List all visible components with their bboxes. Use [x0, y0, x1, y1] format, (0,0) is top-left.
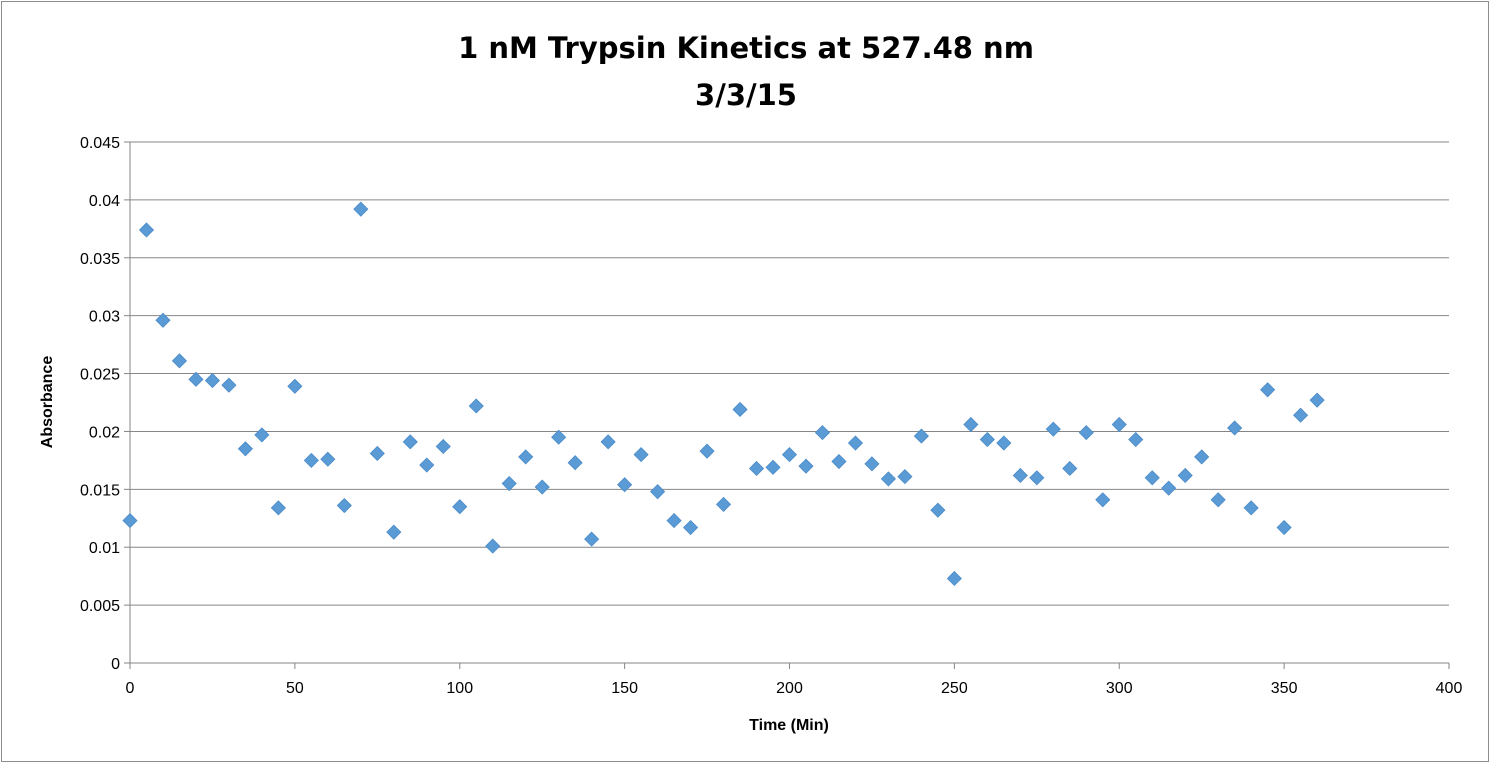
- data-point: [715, 496, 732, 512]
- data-point: [1161, 480, 1177, 496]
- chart-title: 1 nM Trypsin Kinetics at 527.48 nm: [458, 31, 1034, 65]
- data-point: [699, 443, 715, 459]
- data-point: [814, 425, 831, 441]
- chart-subtitle: 3/3/15: [695, 78, 797, 112]
- y-axis-label: Absorbance: [39, 356, 56, 449]
- data-point: [320, 451, 336, 467]
- data-point: [551, 429, 567, 445]
- data-point: [518, 449, 534, 465]
- data-point: [600, 434, 616, 450]
- data-point: [913, 428, 929, 444]
- data-point: [1144, 470, 1160, 486]
- x-tick-label: 200: [776, 680, 803, 697]
- data-point: [171, 353, 188, 369]
- data-point: [303, 452, 319, 468]
- data-point: [485, 538, 501, 554]
- data-point: [1012, 467, 1028, 484]
- x-tick-label: 150: [611, 680, 638, 697]
- data-point: [1309, 392, 1325, 408]
- x-tick-label: 250: [941, 680, 968, 697]
- data-point: [831, 453, 847, 470]
- data-point: [666, 513, 682, 529]
- data-point: [155, 312, 171, 328]
- data-point: [963, 416, 979, 433]
- data-point: [435, 438, 451, 455]
- y-tick-label: 0.025: [80, 367, 120, 384]
- data-point: [1078, 425, 1094, 441]
- data-point: [1045, 421, 1061, 437]
- data-point: [138, 222, 155, 238]
- x-tick-label: 300: [1106, 680, 1133, 697]
- data-point: [930, 502, 946, 518]
- data-point: [650, 484, 666, 500]
- data-point: [847, 435, 864, 451]
- data-point: [765, 459, 781, 475]
- data-point: [452, 499, 468, 515]
- data-point: [1111, 416, 1127, 433]
- y-tick-label: 0.02: [89, 424, 120, 441]
- data-point: [270, 500, 286, 516]
- data-point: [1194, 449, 1210, 465]
- y-tick-label: 0: [111, 656, 120, 673]
- data-point: [567, 455, 583, 471]
- data-point: [1243, 500, 1259, 516]
- data-point: [979, 431, 995, 448]
- data-point: [897, 469, 913, 485]
- data-point: [419, 457, 435, 473]
- y-tick-label: 0.035: [80, 251, 120, 268]
- x-tick-label: 0: [126, 680, 135, 697]
- data-point: [221, 377, 237, 393]
- data-point: [1260, 382, 1276, 398]
- y-tick-label: 0.03: [89, 309, 120, 326]
- data-point: [501, 475, 517, 492]
- data-point: [1095, 492, 1111, 508]
- y-tick-label: 0.04: [89, 193, 120, 210]
- data-point: [1293, 407, 1309, 423]
- data-point: [584, 531, 600, 547]
- data-point: [534, 479, 550, 495]
- x-tick-label: 100: [446, 680, 473, 697]
- data-point: [204, 372, 221, 389]
- data-point: [122, 513, 138, 529]
- data-point: [1128, 431, 1144, 448]
- data-point: [287, 378, 303, 394]
- data-point: [617, 477, 633, 493]
- data-point: [237, 441, 253, 457]
- data-point: [254, 427, 270, 443]
- data-point: [732, 401, 748, 418]
- data-point: [633, 447, 649, 463]
- data-point: [402, 434, 418, 450]
- x-axis-label: Time (Min): [749, 717, 829, 734]
- data-point: [1177, 467, 1193, 484]
- data-point: [1029, 470, 1045, 486]
- data-point: [1276, 519, 1292, 536]
- data-point: [468, 398, 484, 414]
- y-tick-label: 0.01: [89, 540, 120, 557]
- x-tick-label: 350: [1271, 680, 1298, 697]
- data-point: [996, 435, 1012, 451]
- data-point: [864, 456, 880, 472]
- data-point: [336, 497, 352, 514]
- data-point: [798, 458, 814, 474]
- y-tick-label: 0.045: [80, 135, 120, 152]
- data-point: [353, 201, 369, 217]
- x-tick-label: 50: [286, 680, 304, 697]
- data-point: [1062, 460, 1078, 477]
- data-point: [880, 471, 896, 487]
- data-point: [946, 570, 962, 587]
- data-point: [781, 447, 798, 463]
- data-point: [369, 445, 385, 462]
- y-tick-label: 0.015: [80, 482, 120, 499]
- data-point: [1227, 420, 1243, 436]
- data-point: [683, 519, 699, 536]
- data-point: [748, 460, 765, 477]
- data-point: [188, 371, 204, 387]
- x-tick-label: 400: [1436, 680, 1463, 697]
- data-point: [1210, 492, 1226, 508]
- data-point: [386, 524, 402, 540]
- y-tick-label: 0.005: [80, 598, 120, 615]
